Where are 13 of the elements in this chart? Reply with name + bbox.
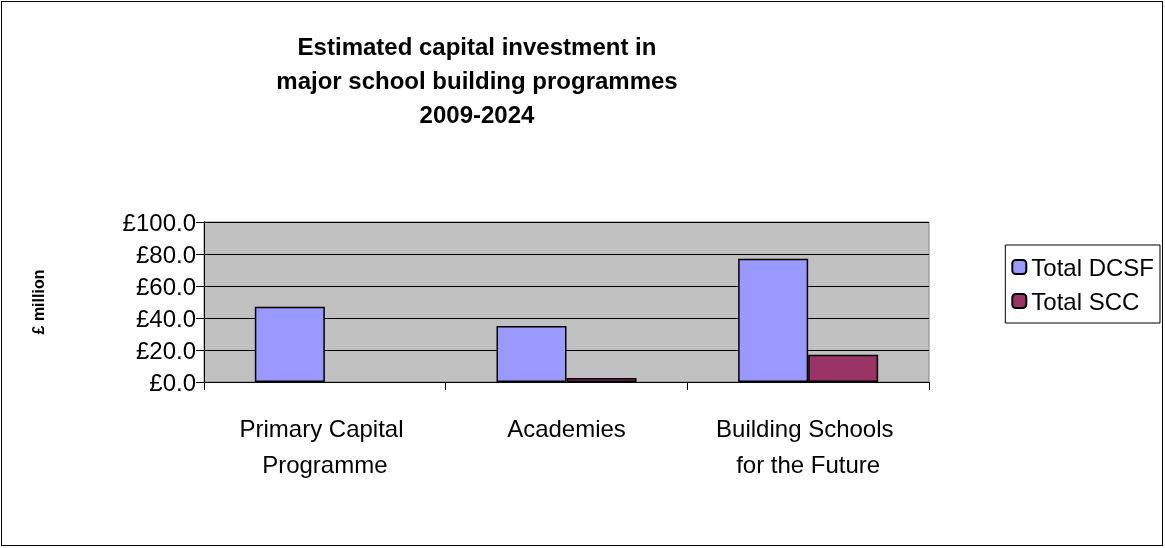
- y-tick-label: £20.0: [135, 336, 196, 364]
- x-tick-label: Primary Capital Programme: [239, 414, 411, 478]
- y-tick-label: £0.0: [149, 368, 196, 396]
- x-tick-label: Building Schools for the Future: [716, 414, 901, 478]
- y-tick-label: £40.0: [135, 304, 196, 332]
- y-axis-title: £ million: [29, 269, 47, 335]
- chart-title: Estimated capital investment in major school building programmes 2009-2024: [276, 32, 678, 128]
- y-tick-label: £80.0: [135, 240, 196, 268]
- legend-label: Total SCC: [1031, 287, 1140, 315]
- legend-label: Total DCSF: [1031, 253, 1155, 281]
- x-tick-label: Academies: [507, 414, 626, 442]
- y-tick-label: £100.0: [122, 208, 196, 236]
- y-tick-label: £60.0: [135, 272, 196, 300]
